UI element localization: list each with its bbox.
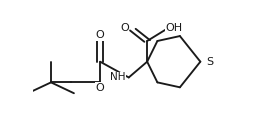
Text: O: O: [120, 23, 129, 33]
Text: OH: OH: [166, 23, 183, 33]
Text: O: O: [96, 83, 105, 93]
Text: S: S: [207, 57, 214, 67]
Text: NH: NH: [110, 72, 125, 82]
Text: O: O: [96, 30, 105, 40]
